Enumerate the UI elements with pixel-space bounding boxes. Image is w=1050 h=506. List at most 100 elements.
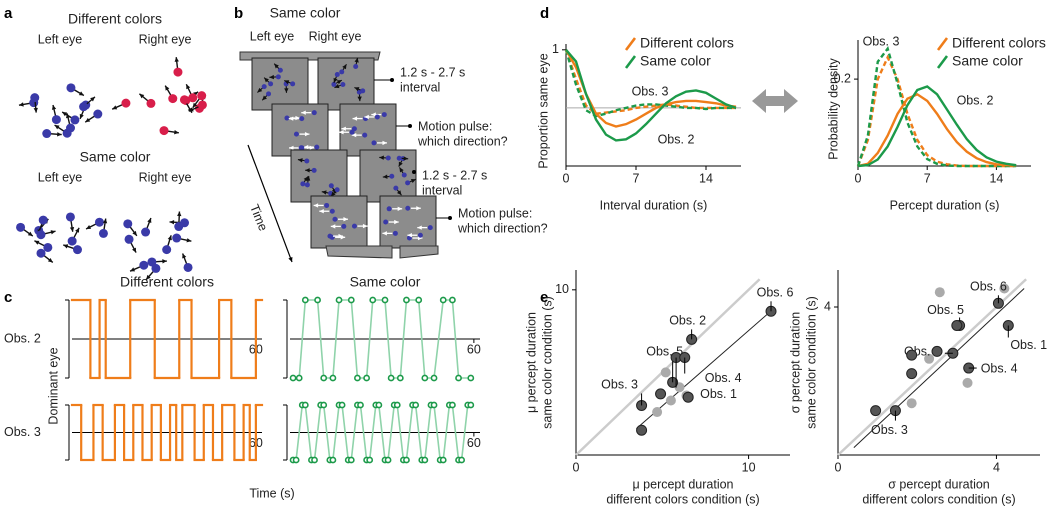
arrow-head (188, 107, 194, 112)
x-axis-label: σ percept duration (888, 477, 990, 491)
dot (268, 81, 274, 87)
trace-dot (320, 401, 328, 409)
arrow-head (169, 220, 175, 225)
trace-dot (449, 296, 456, 304)
panel-label: a (4, 5, 13, 22)
arrow-head (192, 102, 198, 108)
trace-dot (354, 374, 361, 382)
dot (328, 183, 334, 189)
trace-dot (363, 374, 371, 382)
legend-label: Same color (952, 53, 1023, 69)
annotation: Obs. 2 (957, 93, 994, 107)
trace-dot (295, 374, 303, 382)
eye-label: Right eye (139, 170, 192, 184)
arrow-head (398, 161, 403, 167)
arrow-head (79, 113, 84, 119)
trace-dot (311, 456, 318, 464)
dot (311, 110, 317, 116)
arrow-head (343, 217, 348, 222)
dot (93, 109, 103, 119)
y-axis-label: μ percept duration (524, 312, 538, 413)
arrow-head (139, 93, 145, 99)
annotation: Obs. 2 (658, 132, 695, 146)
dot (290, 81, 296, 87)
arrow-shaft (247, 144, 293, 263)
arrow-head (90, 96, 95, 102)
y-axis-label: Proportion same eye (536, 53, 550, 168)
arrow-head (379, 155, 384, 160)
arrow-head (394, 219, 399, 225)
point (652, 407, 663, 418)
arrow-head (51, 104, 57, 110)
point-label: Obs. 1 (700, 387, 737, 401)
arrow-head (78, 91, 84, 96)
y-axis-label: same color condition (s) (540, 296, 554, 429)
step-text: Motion pulse: (418, 119, 492, 133)
point (951, 320, 963, 331)
series-line (856, 46, 1017, 168)
time-label: Time (247, 202, 270, 233)
arrow-head (321, 190, 327, 195)
leader-dot (390, 78, 394, 82)
x-tick-label: 4 (993, 460, 1000, 474)
dot (121, 98, 131, 108)
dot (67, 236, 77, 246)
arrow-head (362, 223, 368, 229)
arrow-head (364, 114, 369, 120)
point-label: Obs. 3 (871, 423, 908, 437)
annotation: Obs. 3 (863, 34, 900, 48)
dot (179, 95, 189, 105)
arrow-head (399, 167, 404, 173)
arrow-head (301, 110, 306, 115)
y-tick-label: 0.2 (834, 71, 851, 85)
arrow-head (284, 80, 290, 85)
dot (266, 91, 272, 97)
series-line (856, 54, 1017, 168)
arrow-head (274, 63, 279, 69)
trace-dot (430, 374, 438, 382)
legend-swatch (624, 55, 637, 69)
dot (304, 182, 310, 188)
trace-dot (289, 374, 297, 382)
trace-dot (369, 296, 377, 304)
arrow-head (382, 174, 388, 179)
arrow-head (264, 77, 269, 83)
arrow-head (333, 77, 338, 83)
arrow-head (174, 57, 179, 62)
arrow-head (338, 233, 343, 239)
dot (351, 223, 357, 229)
annotation: Obs. 3 (632, 84, 669, 98)
dot (304, 158, 310, 164)
trace-dot (381, 296, 389, 304)
trace-dot (439, 456, 447, 464)
point (655, 388, 667, 400)
x-axis-label: Interval duration (s) (600, 198, 708, 212)
trace-dot (421, 374, 429, 382)
arrow-head (288, 257, 293, 262)
dot (123, 219, 133, 229)
arrow-head (269, 74, 274, 80)
arrow-head (305, 168, 310, 173)
point-label: Obs. 4 (981, 361, 1018, 375)
trace-dot (320, 374, 328, 382)
trace-dot (387, 374, 395, 382)
dot (36, 230, 46, 240)
point-label: Obs. 5 (927, 303, 964, 317)
legend-swatch (936, 55, 949, 69)
trace-dot (415, 296, 423, 304)
dot (324, 202, 330, 208)
dot (159, 126, 169, 136)
arrow-head (50, 230, 56, 235)
trace-dot (403, 296, 410, 304)
x-tick-label: 0 (573, 460, 580, 474)
arrow-head (407, 233, 412, 238)
dot (339, 69, 345, 75)
dot (371, 140, 377, 146)
dot (341, 223, 347, 229)
y-axis-label: Dominant eye (46, 347, 60, 424)
x-tick-label: 14 (989, 171, 1003, 185)
eye-label: Right eye (139, 32, 192, 46)
arrow-head (112, 105, 118, 110)
dot (327, 233, 333, 239)
